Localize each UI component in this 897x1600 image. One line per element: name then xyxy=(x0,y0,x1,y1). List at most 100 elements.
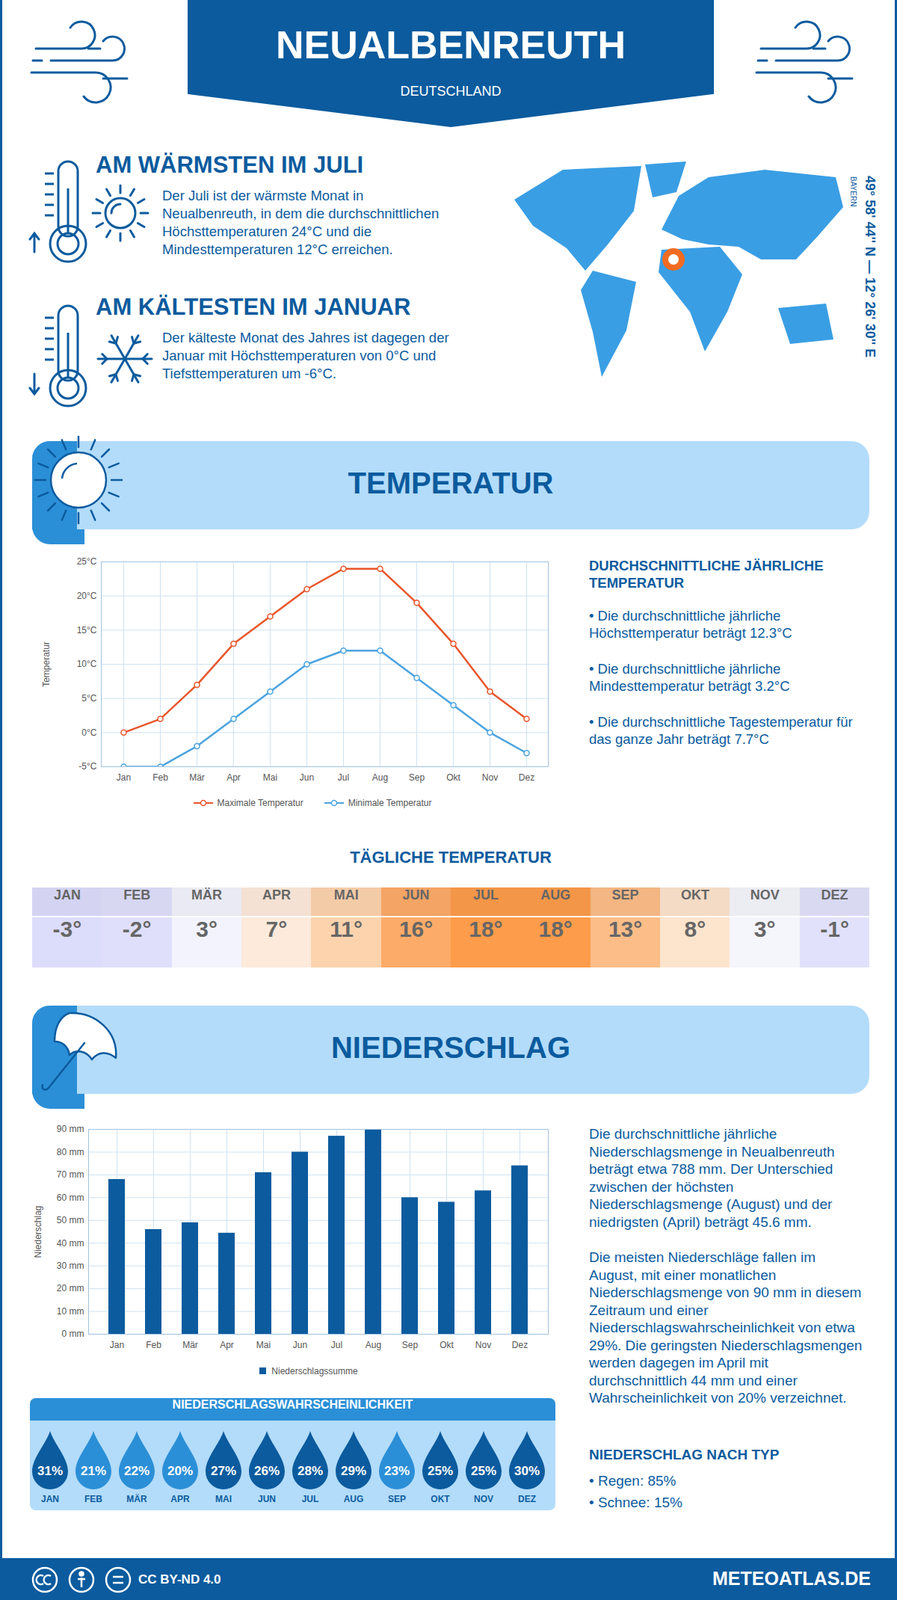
svg-text:80 mm: 80 mm xyxy=(56,1146,85,1158)
html-text:3°: 3° xyxy=(195,916,218,942)
html-text:29%: 29% xyxy=(340,1463,367,1478)
svg-text:Jun: Jun xyxy=(293,1339,308,1350)
html-text:3°: 3° xyxy=(754,916,776,942)
svg-text:Sep: Sep xyxy=(402,1339,419,1350)
html-text:-1°: -1° xyxy=(820,916,850,942)
html-text:18°: 18° xyxy=(468,916,503,942)
html-text:-3°: -3° xyxy=(52,916,82,942)
html-text:NIEDERSCHLAG: NIEDERSCHLAG xyxy=(331,1030,571,1064)
html-text:11°: 11° xyxy=(329,916,363,942)
html-text:22%: 22% xyxy=(124,1463,150,1478)
svg-text:5°C: 5°C xyxy=(81,692,97,704)
html-text:OKT: OKT xyxy=(680,887,710,903)
html-text:MAI: MAI xyxy=(333,887,359,903)
html-text:NOV: NOV xyxy=(750,887,780,903)
html-text:METEOATLAS.DE: METEOATLAS.DE xyxy=(712,1567,871,1589)
svg-text:Jan: Jan xyxy=(116,772,131,783)
html-text:27%: 27% xyxy=(210,1463,237,1478)
svg-text:Mai: Mai xyxy=(256,1339,271,1350)
svg-text:Dez: Dez xyxy=(518,772,535,783)
svg-text:Temperatur: Temperatur xyxy=(41,641,52,687)
html-text:JUN: JUN xyxy=(402,887,430,903)
html-text:TÄGLICHE TEMPERATUR: TÄGLICHE TEMPERATUR xyxy=(349,847,552,867)
html-text:FEB: FEB xyxy=(123,887,151,903)
svg-text:Okt: Okt xyxy=(439,1339,454,1350)
html-text:APR: APR xyxy=(262,887,291,903)
html-text:18°: 18° xyxy=(538,916,573,942)
html-text:DEUTSCHLAND: DEUTSCHLAND xyxy=(400,83,502,99)
svg-text:Jan: Jan xyxy=(109,1339,125,1350)
html-text:25%: 25% xyxy=(470,1463,497,1478)
html-text:• Die durchschnittliche Tagest: • Die durchschnittliche Tagestemperatur … xyxy=(589,713,853,747)
html-text:Die durchschnittliche jährlich: Die durchschnittliche jährliche Niedersc… xyxy=(589,1125,835,1230)
svg-text:20°C: 20°C xyxy=(76,590,98,601)
svg-text:Mär: Mär xyxy=(182,1339,199,1350)
svg-text:Feb: Feb xyxy=(145,1339,162,1350)
svg-text:Apr: Apr xyxy=(219,1339,234,1350)
html-text:DEZ: DEZ xyxy=(821,887,849,903)
html-text:49° 58' 44'' N — 12° 26' 30'': 49° 58' 44'' N — 12° 26' 30'' E xyxy=(862,175,878,358)
html-text:AUG: AUG xyxy=(540,887,571,903)
html-text:30%: 30% xyxy=(514,1463,540,1478)
svg-text:50 mm: 50 mm xyxy=(56,1214,85,1226)
html-text:NEUALBENREUTH: NEUALBENREUTH xyxy=(275,23,626,67)
svg-text:Jul: Jul xyxy=(331,1339,343,1350)
svg-text:Okt: Okt xyxy=(446,772,461,783)
svg-text:Niederschlag: Niederschlag xyxy=(32,1204,44,1258)
svg-text:0°C: 0°C xyxy=(81,727,97,738)
html-text:Der kälteste Monat des Jahres: Der kälteste Monat des Jahres ist dagege… xyxy=(162,329,449,382)
html-text:23%: 23% xyxy=(384,1463,410,1478)
html-text:• Die durchschnittliche jährli: • Die durchschnittliche jährliche Mindes… xyxy=(589,660,790,694)
html-text:21%: 21% xyxy=(80,1463,107,1478)
html-text:• Regen: 85%: • Regen: 85% xyxy=(589,1472,677,1489)
svg-text:Mär: Mär xyxy=(189,772,205,783)
svg-text:60 mm: 60 mm xyxy=(56,1192,85,1203)
svg-text:Dez: Dez xyxy=(512,1339,528,1350)
html-text:TEMPERATUR: TEMPERATUR xyxy=(348,466,554,500)
html-text:JUL: JUL xyxy=(473,887,499,903)
svg-text:40 mm: 40 mm xyxy=(56,1237,85,1249)
html-text:31%: 31% xyxy=(37,1463,63,1478)
svg-text:30 mm: 30 mm xyxy=(56,1260,85,1271)
svg-text:Nov: Nov xyxy=(482,772,498,783)
svg-text:Feb: Feb xyxy=(152,772,169,783)
html-text:CC BY-ND 4.0: CC BY-ND 4.0 xyxy=(138,1571,221,1587)
svg-text:10°C: 10°C xyxy=(76,658,98,670)
svg-text:Jun: Jun xyxy=(299,772,314,783)
html-text:DURCHSCHNITTLICHE JÄHRLICHE TE: DURCHSCHNITTLICHE JÄHRLICHE TEMPERATUR xyxy=(589,557,824,591)
html-text:20%: 20% xyxy=(167,1463,193,1478)
svg-text:0 mm: 0 mm xyxy=(62,1328,85,1339)
html-text:26%: 26% xyxy=(254,1463,280,1478)
svg-text:Nov: Nov xyxy=(475,1339,492,1350)
html-text:13°: 13° xyxy=(608,916,643,942)
svg-text:Sep: Sep xyxy=(408,772,426,783)
svg-text:70 mm: 70 mm xyxy=(56,1169,85,1180)
svg-text:25°C: 25°C xyxy=(76,556,98,567)
html-text:Die meisten Niederschläge fall: Die meisten Niederschläge fallen im Augu… xyxy=(589,1249,863,1406)
svg-text:10 mm: 10 mm xyxy=(56,1305,85,1317)
svg-text:90 mm: 90 mm xyxy=(56,1123,85,1134)
html-text:7°: 7° xyxy=(265,916,288,942)
svg-text:Apr: Apr xyxy=(226,772,241,783)
html-text:25%: 25% xyxy=(427,1463,453,1478)
svg-text:20 mm: 20 mm xyxy=(56,1282,85,1294)
html-text:-2°: -2° xyxy=(122,916,152,942)
html-text:16°: 16° xyxy=(399,916,434,942)
svg-text:-5°C: -5°C xyxy=(78,760,97,772)
html-text:AM KÄLTESTEN IM JANUAR: AM KÄLTESTEN IM JANUAR xyxy=(95,293,411,320)
html-text:28%: 28% xyxy=(297,1463,323,1478)
html-text:• Die durchschnittliche jährli: • Die durchschnittliche jährliche Höchst… xyxy=(589,607,793,641)
svg-text:Aug: Aug xyxy=(372,772,388,783)
html-text:JAN: JAN xyxy=(53,887,81,903)
svg-text:Jul: Jul xyxy=(337,772,350,783)
html-text:AM WÄRMSTEN IM JULI: AM WÄRMSTEN IM JULI xyxy=(95,151,364,178)
svg-text:Aug: Aug xyxy=(365,1339,382,1350)
html-text:Der Juli ist der wärmste Monat: Der Juli ist der wärmste Monat in Neualb… xyxy=(162,187,439,258)
html-text:8°: 8° xyxy=(684,916,706,942)
html-text:MÄR: MÄR xyxy=(191,887,223,903)
svg-text:Mai: Mai xyxy=(263,772,278,783)
svg-text:15°C: 15°C xyxy=(76,624,98,636)
html-text:SEP: SEP xyxy=(611,887,639,903)
html-text:• Schnee: 15%: • Schnee: 15% xyxy=(589,1494,683,1510)
html-text:NIEDERSCHLAG NACH TYP: NIEDERSCHLAG NACH TYP xyxy=(589,1446,780,1463)
